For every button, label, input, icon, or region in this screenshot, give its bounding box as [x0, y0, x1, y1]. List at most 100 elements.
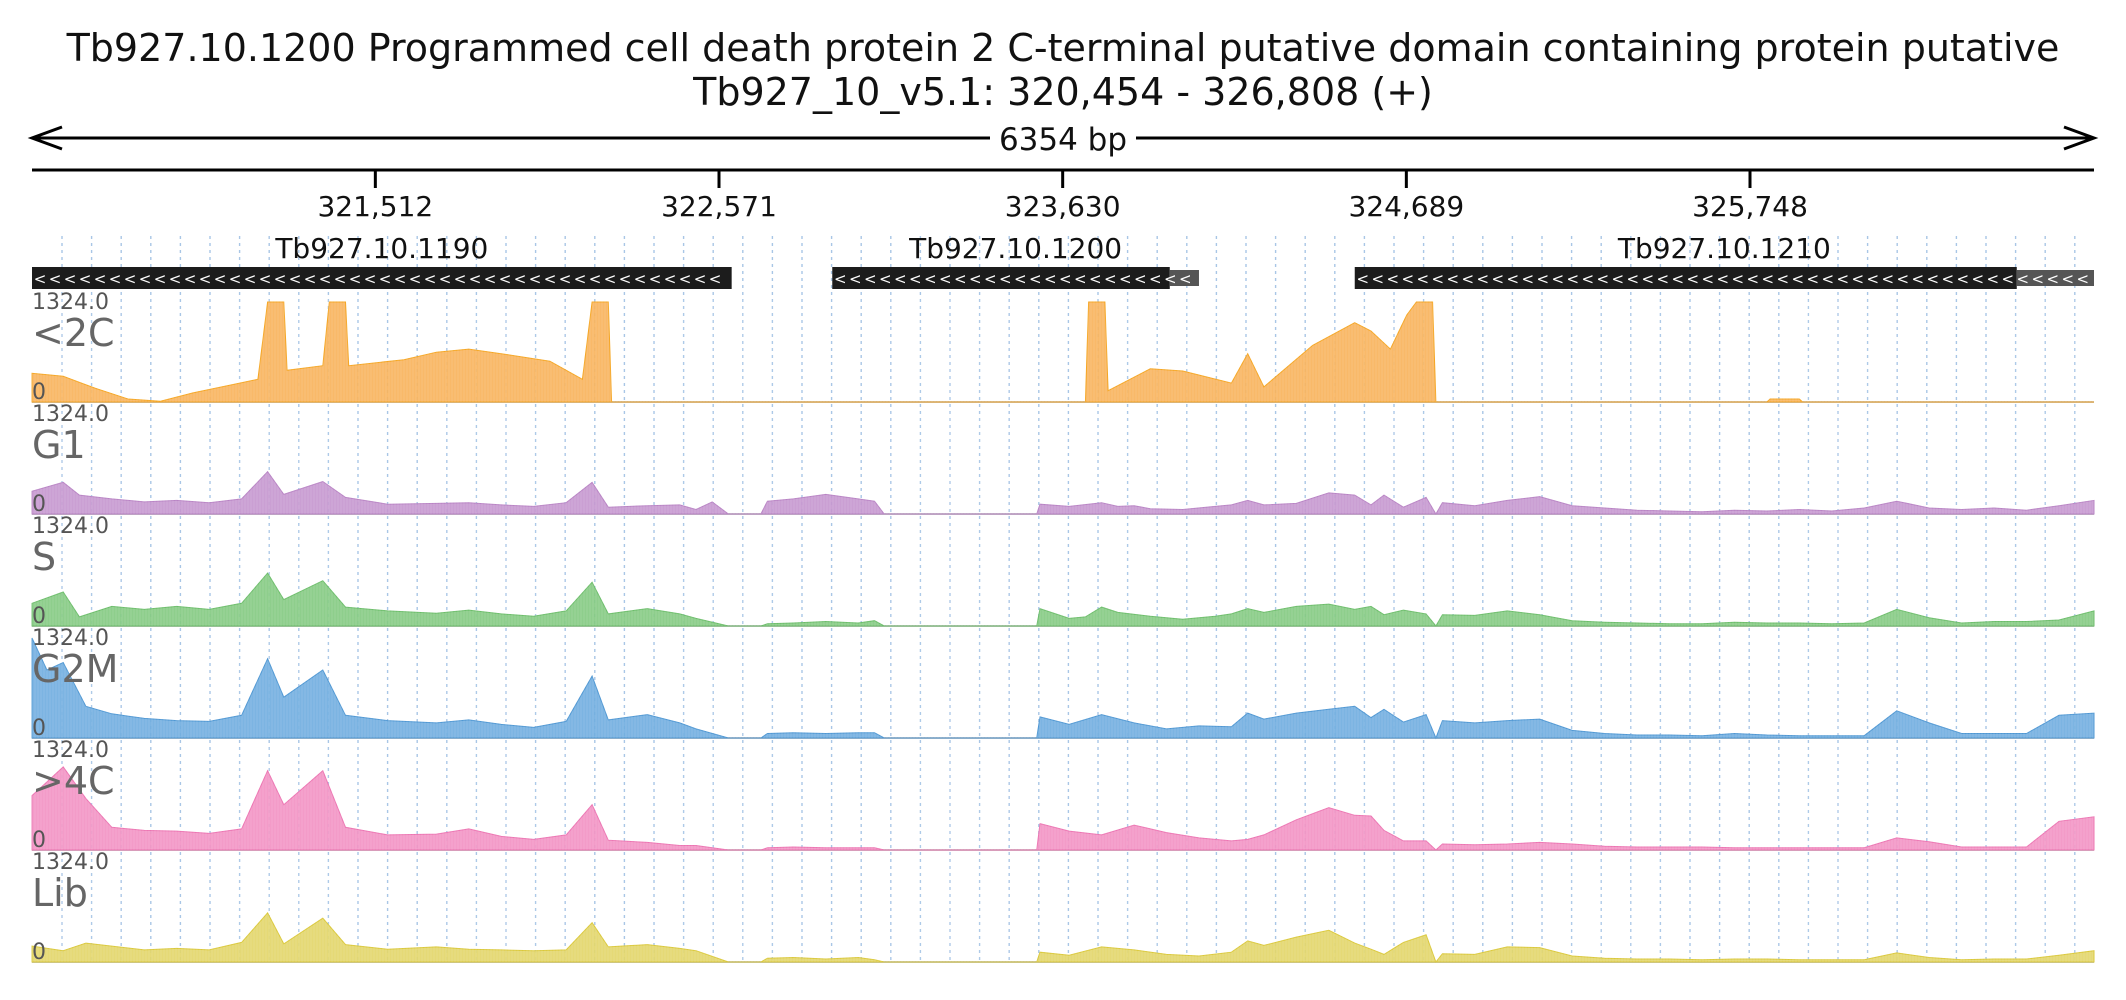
strand-arrow: < — [1806, 270, 1819, 288]
strand-arrow: < — [1866, 270, 1879, 288]
strand-arrow: < — [34, 270, 47, 288]
strand-arrow: < — [1926, 270, 1939, 288]
strand-arrow: < — [574, 270, 587, 288]
strand-arrow: < — [1074, 270, 1087, 288]
strand-arrow: < — [244, 270, 257, 288]
strand-arrow: < — [184, 270, 197, 288]
strand-arrow: < — [409, 270, 422, 288]
strand-arrow: < — [999, 270, 1012, 288]
strand-arrow: < — [1746, 270, 1759, 288]
strand-arrow: < — [1791, 270, 1804, 288]
strand-arrow: < — [1551, 270, 1564, 288]
gene-body — [32, 267, 732, 289]
strand-arrow: < — [319, 270, 332, 288]
strand-arrow: < — [1581, 270, 1594, 288]
strand-arrow: < — [559, 270, 572, 288]
strand-arrow: < — [619, 270, 632, 288]
strand-arrow: < — [694, 270, 707, 288]
ruler-tick-label: 324,689 — [1348, 190, 1464, 223]
gene-body — [832, 267, 1170, 289]
strand-arrow: < — [169, 270, 182, 288]
strand-arrow: < — [1971, 270, 1984, 288]
strand-arrow: < — [2046, 270, 2059, 288]
strand-arrow: < — [1119, 270, 1132, 288]
strand-arrow: < — [1896, 270, 1909, 288]
strand-arrow: < — [1461, 270, 1474, 288]
strand-arrow: < — [1851, 270, 1864, 288]
strand-arrow: < — [124, 270, 137, 288]
strand-arrow: < — [1164, 270, 1177, 288]
strand-arrow: < — [1821, 270, 1834, 288]
strand-arrow: < — [634, 270, 647, 288]
span-arrow-right — [2063, 125, 2099, 151]
span-arrow-left — [27, 125, 63, 151]
strand-arrow: < — [514, 270, 527, 288]
strand-arrow: < — [1941, 270, 1954, 288]
strand-arrow: < — [454, 270, 467, 288]
series-area-5 — [31, 912, 2095, 964]
strand-arrow: < — [1761, 270, 1774, 288]
strand-arrow: < — [679, 270, 692, 288]
strand-arrow: < — [394, 270, 407, 288]
strand-arrow: < — [349, 270, 362, 288]
strand-arrow: < — [604, 270, 617, 288]
track-name-label: G2M — [32, 647, 118, 691]
strand-arrow: < — [439, 270, 452, 288]
strand-arrow: < — [1044, 270, 1057, 288]
strand-arrow: < — [1656, 270, 1669, 288]
strand-arrow: < — [64, 270, 77, 288]
strand-arrow: < — [894, 270, 907, 288]
strand-arrow: < — [1089, 270, 1102, 288]
gene-label: Tb927.10.1200 — [908, 232, 1122, 265]
strand-arrow: < — [289, 270, 302, 288]
series-area-1 — [31, 470, 2095, 515]
strand-arrow: < — [199, 270, 212, 288]
strand-arrow: < — [364, 270, 377, 288]
gene-label: Tb927.10.1190 — [274, 232, 488, 265]
strand-arrow: < — [1836, 270, 1849, 288]
ruler-tick-label: 323,630 — [1005, 190, 1121, 223]
strand-arrow: < — [139, 270, 152, 288]
strand-arrow: < — [469, 270, 482, 288]
strand-arrow: < — [1536, 270, 1549, 288]
series-area-0 — [31, 301, 2094, 403]
track-min-label: 0 — [32, 828, 46, 853]
strand-arrow: < — [834, 270, 847, 288]
span-label: 6354 bp — [999, 122, 1127, 158]
series-area-3 — [31, 637, 2095, 740]
strand-arrow: < — [1566, 270, 1579, 288]
strand-arrow: < — [1701, 270, 1714, 288]
strand-arrow: < — [1686, 270, 1699, 288]
strand-arrow: < — [849, 270, 862, 288]
strand-arrow: < — [1716, 270, 1729, 288]
strand-arrow: < — [1431, 270, 1444, 288]
strand-arrow: < — [274, 270, 287, 288]
strand-arrow: < — [1416, 270, 1429, 288]
strand-arrow: < — [1731, 270, 1744, 288]
series-area-4 — [31, 766, 2095, 851]
strand-arrow: < — [924, 270, 937, 288]
track-min-label: 0 — [32, 604, 46, 629]
strand-arrow: < — [1626, 270, 1639, 288]
track-name-label: S — [32, 535, 56, 579]
strand-arrow: < — [1371, 270, 1384, 288]
strand-arrow: < — [154, 270, 167, 288]
strand-arrow: < — [1401, 270, 1414, 288]
ruler-tick-label: 322,571 — [661, 190, 777, 223]
strand-arrow: < — [1059, 270, 1072, 288]
strand-arrow: < — [1491, 270, 1504, 288]
strand-arrow: < — [544, 270, 557, 288]
strand-arrow: < — [1356, 270, 1369, 288]
strand-arrow: < — [109, 270, 122, 288]
strand-arrow: < — [1014, 270, 1027, 288]
strand-arrow: < — [589, 270, 602, 288]
strand-arrow: < — [484, 270, 497, 288]
strand-arrow: < — [1134, 270, 1147, 288]
track-min-label: 0 — [32, 492, 46, 517]
strand-arrow: < — [1596, 270, 1609, 288]
strand-arrow: < — [709, 270, 722, 288]
strand-arrow: < — [499, 270, 512, 288]
strand-arrow: < — [1611, 270, 1624, 288]
strand-arrow: < — [1476, 270, 1489, 288]
strand-arrow: < — [94, 270, 107, 288]
